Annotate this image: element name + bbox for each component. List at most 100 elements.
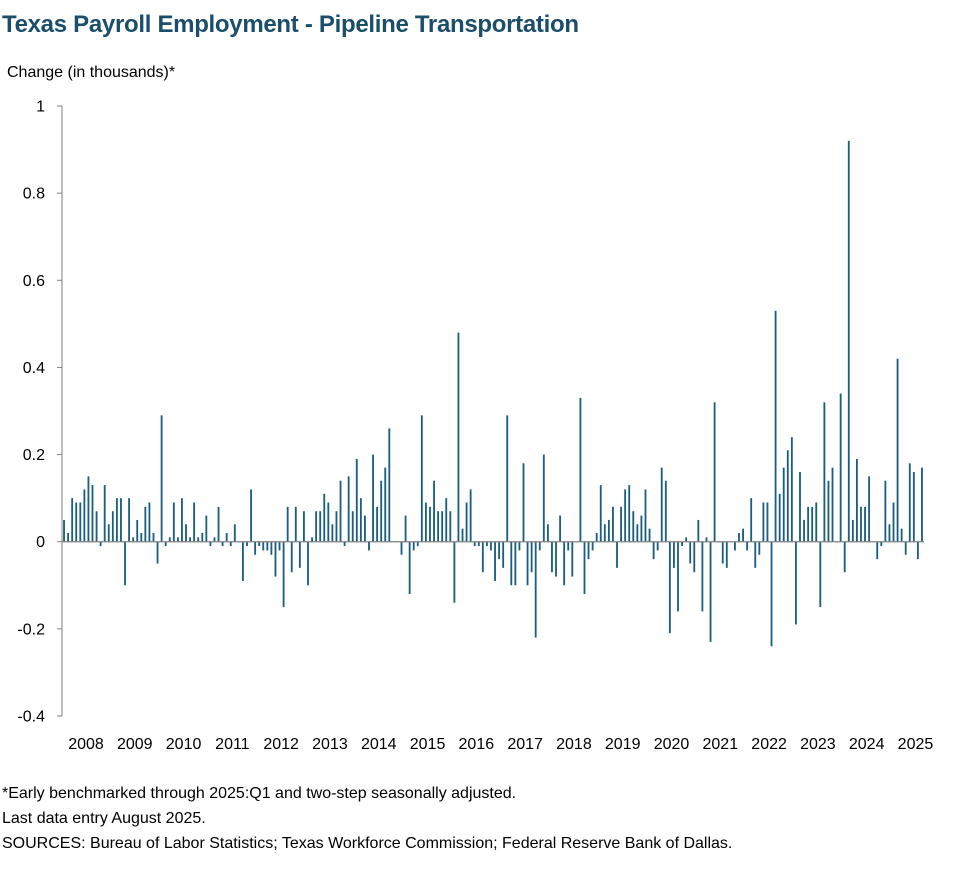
bar bbox=[843, 541, 846, 573]
bar bbox=[591, 541, 594, 551]
bar bbox=[181, 498, 183, 542]
bar bbox=[485, 541, 488, 547]
bar bbox=[335, 511, 338, 542]
bar bbox=[246, 541, 248, 547]
bar bbox=[636, 524, 639, 542]
bar bbox=[229, 541, 232, 547]
bar bbox=[640, 515, 643, 542]
bar bbox=[67, 533, 70, 542]
bar bbox=[176, 537, 179, 542]
bar bbox=[876, 541, 879, 560]
bar bbox=[242, 541, 244, 581]
bar bbox=[518, 541, 521, 551]
bar bbox=[465, 502, 468, 542]
bar bbox=[364, 515, 366, 542]
bar bbox=[95, 511, 98, 542]
x-tick-label: 2014 bbox=[361, 736, 397, 753]
bar bbox=[705, 537, 708, 542]
bar bbox=[290, 541, 293, 573]
bar bbox=[880, 541, 883, 547]
bar bbox=[827, 480, 830, 542]
bar bbox=[607, 519, 610, 542]
y-tick-label: -0.4 bbox=[17, 709, 45, 726]
bar bbox=[697, 519, 700, 542]
bar bbox=[868, 476, 871, 542]
bar bbox=[128, 498, 131, 542]
bar bbox=[193, 502, 196, 542]
bar bbox=[587, 541, 590, 560]
bar bbox=[144, 506, 147, 542]
bar bbox=[111, 511, 114, 542]
bar bbox=[860, 506, 862, 542]
bar bbox=[628, 485, 631, 542]
bar bbox=[331, 524, 334, 542]
bar bbox=[514, 541, 517, 586]
bar bbox=[721, 541, 724, 564]
bar bbox=[660, 467, 663, 542]
bar bbox=[477, 541, 480, 547]
bar bbox=[567, 541, 570, 551]
bar bbox=[673, 541, 675, 568]
bar bbox=[754, 541, 757, 568]
bar bbox=[534, 541, 537, 638]
bar bbox=[107, 524, 110, 542]
bar bbox=[807, 506, 810, 542]
bar bbox=[278, 541, 281, 551]
bar bbox=[799, 472, 801, 542]
x-tick-label: 2016 bbox=[459, 736, 495, 753]
footnote-sources: SOURCES: Bureau of Labor Statistics; Tex… bbox=[2, 835, 733, 852]
y-tick-label: 0.2 bbox=[23, 447, 45, 464]
x-tick-label: 2018 bbox=[556, 736, 592, 753]
bar bbox=[298, 541, 301, 568]
x-tick-label: 2023 bbox=[800, 736, 836, 753]
bar bbox=[404, 515, 407, 542]
bar bbox=[221, 541, 224, 547]
bar bbox=[546, 524, 549, 542]
bar bbox=[286, 506, 289, 542]
bar bbox=[355, 458, 358, 542]
bar bbox=[172, 502, 175, 542]
bar bbox=[75, 502, 78, 542]
bar bbox=[372, 454, 374, 542]
bar bbox=[778, 493, 781, 542]
bar bbox=[530, 541, 533, 573]
x-tick-label: 2020 bbox=[654, 736, 690, 753]
bar bbox=[559, 515, 562, 542]
bar bbox=[644, 489, 647, 542]
bar bbox=[115, 498, 118, 542]
x-tick-label: 2024 bbox=[849, 736, 885, 753]
bar bbox=[148, 502, 151, 542]
bar bbox=[709, 541, 712, 642]
bar bbox=[819, 541, 822, 608]
bar bbox=[441, 511, 444, 542]
bar bbox=[786, 450, 789, 542]
bar bbox=[262, 541, 265, 551]
footnote-last-entry: Last data entry August 2025. bbox=[2, 810, 206, 827]
bar bbox=[652, 541, 655, 560]
y-tick-label: 0.4 bbox=[23, 360, 45, 377]
bar bbox=[380, 480, 383, 542]
bar bbox=[750, 498, 753, 542]
bar bbox=[274, 541, 277, 577]
bar bbox=[522, 463, 525, 542]
bar bbox=[851, 519, 854, 542]
bar bbox=[168, 537, 171, 542]
bar bbox=[916, 541, 919, 560]
bar bbox=[225, 533, 228, 542]
bar bbox=[103, 485, 106, 542]
bar bbox=[892, 502, 895, 542]
x-tick-label: 2021 bbox=[703, 736, 739, 753]
bar bbox=[270, 541, 273, 555]
bar bbox=[71, 498, 74, 542]
bar bbox=[510, 541, 513, 586]
bar bbox=[664, 480, 667, 542]
bar bbox=[481, 541, 484, 573]
bar bbox=[620, 506, 622, 542]
bar bbox=[258, 541, 261, 547]
footnotes: *Early benchmarked through 2025:Q1 and t… bbox=[2, 781, 732, 856]
bar bbox=[424, 502, 427, 542]
bar bbox=[656, 541, 659, 551]
x-tick-label: 2022 bbox=[751, 736, 787, 753]
y-axis-label: Change (in thousands)* bbox=[7, 64, 176, 81]
bar bbox=[498, 541, 501, 560]
